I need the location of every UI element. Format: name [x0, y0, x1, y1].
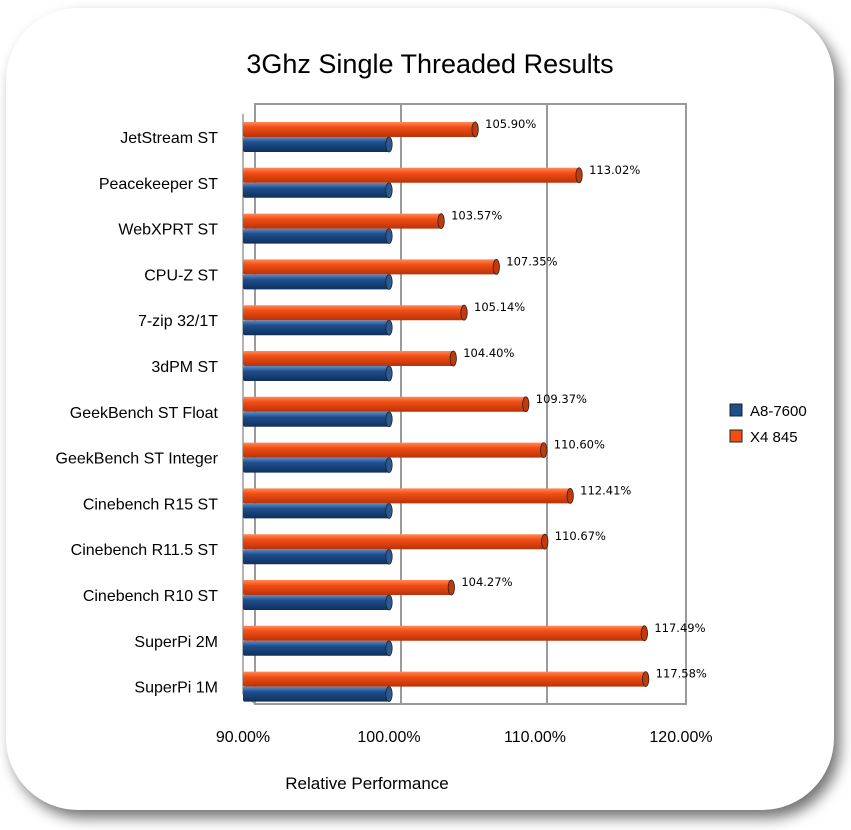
x-tick-label: 120.00% — [649, 729, 712, 746]
data-label: 113.02% — [589, 163, 640, 177]
category-label: JetStream ST — [120, 130, 218, 147]
bar-x4-845 — [243, 487, 574, 504]
data-label: 105.14% — [474, 300, 525, 314]
data-label: 104.27% — [461, 575, 512, 589]
x-tick-label: 110.00% — [504, 729, 566, 746]
bar-a8-7600 — [243, 182, 393, 199]
bar-x4-845 — [243, 350, 457, 367]
category-label: Peacekeeper ST — [99, 176, 218, 193]
chart-title: 3Ghz Single Threaded Results — [246, 49, 613, 79]
legend-item: A8-7600 — [729, 403, 807, 420]
x-tick-label: 100.00% — [357, 729, 420, 746]
bar-a8-7600 — [243, 640, 393, 657]
legend-swatch — [729, 429, 743, 443]
data-label: 110.60% — [554, 438, 605, 452]
bar-x4-845 — [243, 213, 445, 230]
bar-a8-7600 — [243, 273, 393, 290]
category-label: GeekBench ST Float — [70, 405, 219, 422]
bar-x4-845 — [243, 625, 648, 642]
data-label: 109.37% — [536, 392, 587, 406]
bar-a8-7600 — [243, 411, 393, 428]
data-label: 103.57% — [451, 209, 502, 223]
data-label: 112.41% — [580, 483, 631, 497]
bar-x4-845 — [243, 396, 530, 413]
bar-x4-845 — [243, 258, 500, 275]
bar-a8-7600 — [243, 457, 393, 474]
bar-x4-845 — [243, 442, 548, 459]
bar-a8-7600 — [243, 502, 393, 519]
data-label: 104.40% — [463, 346, 514, 360]
data-label: 110.67% — [555, 529, 606, 543]
bar-a8-7600 — [243, 594, 393, 611]
category-label: 3dPM ST — [151, 359, 218, 376]
data-label: 107.35% — [506, 254, 557, 268]
legend: A8-7600 X4 845 — [729, 403, 807, 446]
category-label: Cinebench R11.5 ST — [71, 542, 219, 559]
bar-a8-7600 — [243, 228, 393, 245]
category-labels: JetStream ST Peacekeeper ST WebXPRT ST CPU-… — [56, 130, 219, 697]
legend-item: X4 845 — [729, 429, 798, 446]
category-label: SuperPi 2M — [134, 634, 218, 651]
category-label: Cinebench R15 ST — [83, 496, 218, 513]
bar-x4-845 — [243, 533, 549, 550]
category-label: CPU-Z ST — [144, 267, 218, 284]
bar-x4-845 — [243, 121, 479, 138]
data-label: 105.90% — [485, 117, 536, 131]
x-tick-labels: 90.00% 100.00% 110.00% 120.00% — [216, 729, 713, 746]
category-label: GeekBench ST Integer — [56, 451, 219, 468]
bar-a8-7600 — [243, 365, 393, 382]
category-label: SuperPi 1M — [134, 680, 218, 697]
bar-x4-845 — [243, 579, 455, 596]
x-axis-title: Relative Performance — [285, 774, 448, 793]
data-label: 117.49% — [654, 621, 705, 635]
x-tick-label: 90.00% — [216, 729, 270, 746]
bar-a8-7600 — [243, 319, 393, 336]
bar-x4-845 — [243, 304, 468, 321]
legend-swatch — [729, 403, 743, 417]
bar-a8-7600 — [243, 548, 393, 565]
category-label: WebXPRT ST — [118, 222, 218, 239]
legend-label: X4 845 — [750, 429, 798, 446]
bar-a8-7600 — [243, 686, 393, 702]
data-labels: 105.90% 113.02% 103.57% 107.35% 105.14% 104.4… — [451, 117, 707, 681]
category-label: 7-zip 32/1T — [138, 313, 218, 330]
bar-x4-845 — [243, 671, 650, 687]
data-label: 117.58% — [656, 667, 707, 681]
bar-x4-845 — [243, 167, 583, 184]
category-label: Cinebench R10 ST — [83, 588, 218, 605]
bar-a8-7600 — [243, 136, 393, 153]
legend-label: A8-7600 — [750, 403, 807, 420]
bars-layer — [243, 121, 650, 702]
